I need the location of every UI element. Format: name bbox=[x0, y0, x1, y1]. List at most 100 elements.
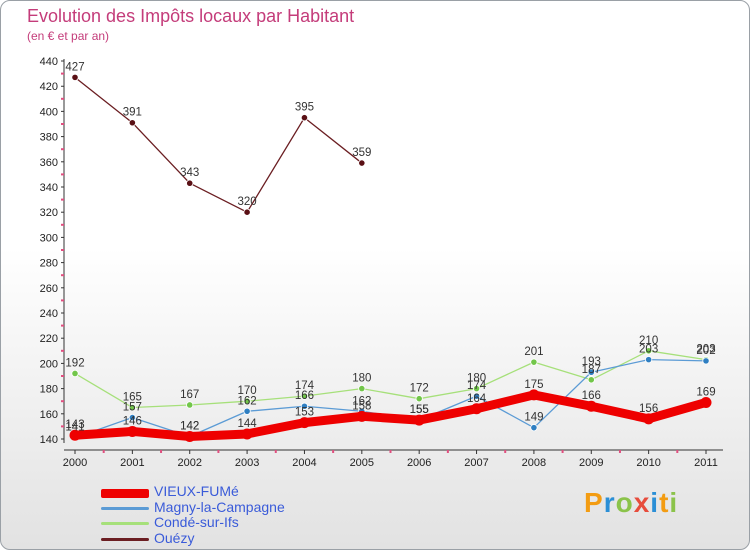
data-label: 155 bbox=[410, 404, 429, 416]
x-tick-label: 2006 bbox=[407, 457, 431, 469]
data-label: 174 bbox=[295, 380, 315, 392]
data-label: 167 bbox=[180, 389, 199, 401]
data-label: 192 bbox=[65, 357, 84, 369]
x-tick-label: 2007 bbox=[464, 457, 488, 469]
data-point bbox=[702, 357, 710, 365]
y-tick-label: 340 bbox=[40, 182, 58, 194]
data-label: 166 bbox=[582, 390, 601, 402]
logo-letter: P bbox=[584, 487, 604, 518]
data-label: 359 bbox=[352, 147, 371, 159]
series-lines bbox=[69, 73, 712, 442]
series-line-3 bbox=[74, 76, 363, 213]
y-tick-label: 200 bbox=[40, 358, 58, 370]
legend-label: Magny-la-Campagne bbox=[154, 498, 285, 515]
data-label: 427 bbox=[65, 61, 84, 73]
data-point bbox=[243, 208, 251, 216]
y-minor-tick bbox=[61, 324, 64, 327]
data-label: 155 bbox=[410, 404, 429, 416]
data-point bbox=[358, 159, 366, 167]
data-label: 166 bbox=[295, 390, 314, 402]
data-label: 174 bbox=[467, 380, 487, 392]
data-point bbox=[126, 425, 138, 437]
data-label: 203 bbox=[639, 344, 658, 356]
data-label: 395 bbox=[295, 102, 314, 114]
data-point bbox=[128, 403, 136, 412]
data-point bbox=[587, 376, 595, 384]
data-point bbox=[298, 417, 310, 429]
data-point bbox=[243, 397, 251, 405]
data-label: 158 bbox=[352, 400, 371, 412]
data-label: 162 bbox=[237, 395, 256, 407]
x-tick-label: 2001 bbox=[120, 457, 144, 469]
y-tick-label: 320 bbox=[40, 207, 58, 219]
x-tick-label: 2003 bbox=[235, 457, 259, 469]
data-label: 162 bbox=[352, 395, 371, 407]
data-point bbox=[585, 400, 597, 412]
data-point bbox=[700, 396, 712, 408]
y-minor-tick bbox=[61, 349, 64, 352]
x-minor-tick bbox=[102, 450, 105, 453]
data-label: 203 bbox=[696, 344, 715, 356]
data-point bbox=[471, 403, 483, 415]
x-tick-label: 2010 bbox=[636, 457, 660, 469]
y-tick-label: 260 bbox=[40, 283, 58, 295]
y-tick-label: 300 bbox=[40, 232, 58, 244]
data-label: 391 bbox=[123, 107, 142, 119]
data-label: 169 bbox=[696, 386, 715, 398]
data-label: 180 bbox=[467, 373, 486, 385]
y-tick-label: 180 bbox=[40, 384, 58, 396]
data-point bbox=[645, 356, 653, 364]
data-point bbox=[472, 384, 481, 393]
y-tick-label: 420 bbox=[40, 81, 58, 93]
data-point bbox=[69, 429, 81, 441]
data-point bbox=[184, 430, 196, 442]
y-minor-tick bbox=[61, 198, 64, 201]
y-minor-tick bbox=[61, 97, 64, 100]
data-label: 141 bbox=[65, 422, 84, 434]
legend-swatch bbox=[101, 489, 149, 498]
legend-label: Condé-sur-Ifs bbox=[154, 514, 239, 530]
data-label: 143 bbox=[65, 419, 84, 431]
data-point bbox=[645, 347, 653, 355]
data-label: 165 bbox=[123, 392, 142, 404]
data-label: 320 bbox=[237, 196, 256, 208]
data-point bbox=[128, 119, 136, 127]
x-tick-label: 2002 bbox=[177, 457, 201, 469]
data-label: 142 bbox=[180, 420, 199, 432]
series-line-0 bbox=[70, 390, 711, 441]
y-tick-label: 240 bbox=[40, 308, 58, 320]
data-label: 144 bbox=[237, 418, 257, 430]
y-minor-tick bbox=[61, 148, 64, 151]
data-point bbox=[643, 413, 655, 425]
y-tick-label: 400 bbox=[40, 106, 58, 118]
y-minor-tick bbox=[61, 274, 64, 277]
x-minor-tick bbox=[504, 450, 507, 453]
x-minor-tick bbox=[676, 450, 679, 453]
logo-letter: i bbox=[669, 487, 679, 518]
logo-letter: x bbox=[633, 487, 651, 518]
data-label: 153 bbox=[295, 407, 314, 419]
legend-swatch bbox=[101, 522, 149, 525]
y-tick-label: 140 bbox=[40, 434, 58, 446]
data-point bbox=[241, 428, 253, 440]
data-point bbox=[415, 395, 423, 403]
x-minor-tick bbox=[217, 450, 220, 453]
data-label: 175 bbox=[524, 379, 543, 391]
data-point bbox=[128, 413, 136, 422]
axes-group: 140 160 180 200 220 240 260 280 300 320 340 360 380 4… bbox=[40, 56, 723, 469]
chart-title: Evolution des Impôts locaux par Habitant bbox=[27, 6, 355, 26]
x-minor-tick bbox=[561, 450, 564, 453]
data-label: 170 bbox=[237, 385, 256, 397]
data-label: 201 bbox=[524, 346, 543, 358]
data-point bbox=[530, 358, 538, 366]
x-tick-label: 2005 bbox=[350, 457, 374, 469]
data-point bbox=[186, 401, 194, 409]
data-labels: 143 146 142 144 153 158 155 164 175 166 156 169 141 1… bbox=[65, 61, 715, 433]
x-tick-label: 2008 bbox=[522, 457, 546, 469]
y-minor-tick bbox=[61, 173, 64, 176]
logo-letter: t bbox=[659, 487, 670, 518]
x-minor-tick bbox=[446, 450, 449, 453]
proxiti-logo: Proxiti bbox=[584, 487, 678, 519]
